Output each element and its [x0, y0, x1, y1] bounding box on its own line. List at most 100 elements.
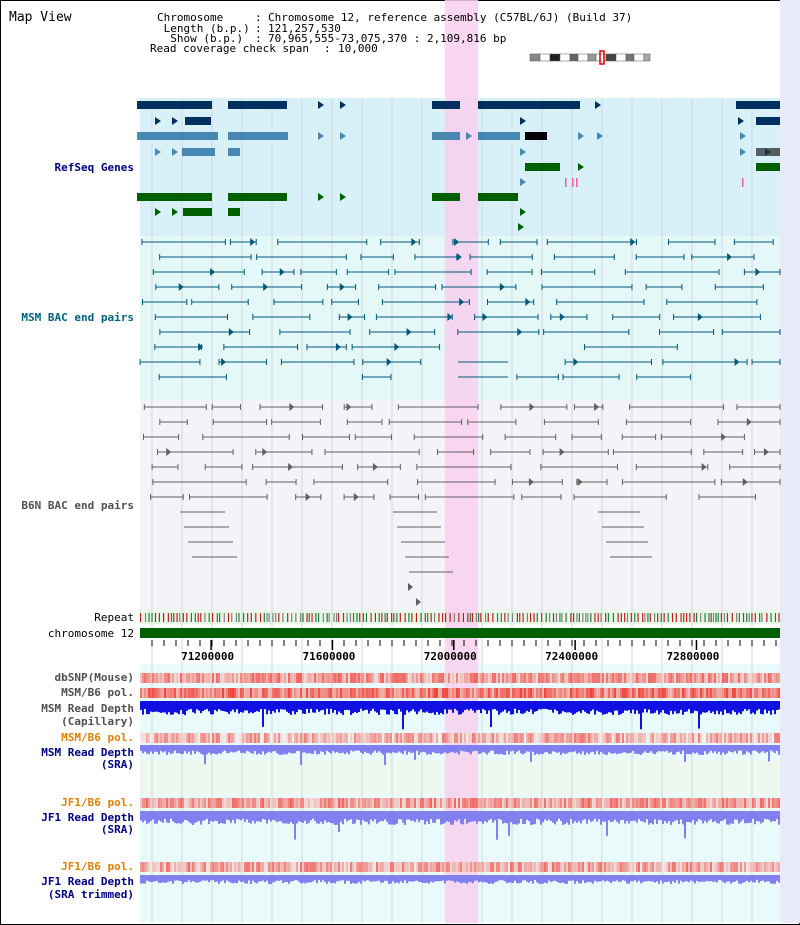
jf1-b6-pol-2-heat: [258, 862, 260, 872]
msm-b6-pol-heat: [586, 688, 588, 698]
jf1-depth-trim: [148, 875, 150, 882]
msm-depth-capillary: [710, 701, 712, 713]
jf1-b6-pol-heat: [450, 798, 452, 808]
msm-b6-pol-2-heat: [158, 733, 160, 743]
jf1-depth-sra: [506, 811, 508, 824]
msm-depth-sra: [468, 745, 470, 753]
msm-b6-pol-heat: [192, 688, 194, 698]
dbsnp-heat: [288, 673, 290, 683]
jf1-depth-sra: [686, 811, 688, 822]
jf1-b6-pol-heat: [494, 798, 496, 808]
jf1-b6-pol-heat: [420, 798, 422, 808]
msm-b6-pol-2-heat: [332, 733, 334, 743]
jf1-b6-pol-2-heat: [372, 862, 374, 872]
track-label-msm-depth-sra-1[interactable]: MSM Read Depth: [41, 746, 134, 759]
jf1-b6-pol-heat: [458, 798, 460, 808]
msm-depth-sra: [378, 745, 380, 752]
jf1-b6-pol-heat: [518, 798, 520, 808]
jf1-b6-pol-2-heat: [188, 862, 190, 872]
msm-b6-pol-2-heat: [628, 733, 630, 743]
msm-b6-pol-2-heat: [166, 733, 168, 743]
track-label-jf1-b6-pol-2[interactable]: JF1/B6 pol.: [61, 860, 134, 873]
msm-b6-pol-2-heat: [516, 733, 518, 743]
dbsnp-heat: [774, 673, 776, 683]
dbsnp-heat: [700, 673, 702, 683]
msm-depth-sra: [270, 745, 272, 753]
refseq-gene-arrow: [518, 223, 524, 231]
refseq-gene: [228, 208, 240, 216]
jf1-depth-trim: [572, 875, 574, 881]
jf1-depth-trim: [250, 875, 252, 884]
jf1-depth-trim: [460, 875, 462, 884]
track-label-dbsnp[interactable]: dbSNP(Mouse): [54, 671, 134, 684]
track-label-msm-b6-pol-2[interactable]: MSM/B6 pol.: [61, 731, 134, 744]
jf1-depth-sra: [568, 811, 570, 825]
refseq-gene: [183, 208, 212, 216]
track-label-b6n-bac[interactable]: B6N BAC end pairs: [21, 499, 134, 512]
msm-b6-pol-heat: [164, 688, 166, 698]
jf1-b6-pol-2-heat: [624, 862, 626, 872]
msm-b6-pol-2-heat: [636, 733, 638, 743]
jf1-depth-trim: [498, 875, 500, 881]
msm-depth-sra: [322, 745, 324, 752]
jf1-depth-sra: [586, 811, 588, 824]
jf1-b6-pol-2-heat: [524, 862, 526, 872]
jf1-b6-pol-2-heat: [248, 862, 250, 872]
repeat-mark: [624, 613, 626, 622]
msm-depth-sra: [586, 745, 588, 753]
msm-depth-capillary: [722, 701, 724, 715]
msm-depth-sra: [234, 745, 236, 753]
dbsnp-heat: [400, 673, 402, 683]
msm-b6-pol-2-heat: [498, 733, 500, 743]
jf1-depth-sra: [622, 811, 624, 820]
msm-b6-pol-2-heat: [700, 733, 702, 743]
dbsnp-heat: [690, 673, 692, 683]
jf1-depth-trim: [178, 875, 180, 881]
jf1-depth-trim: [702, 875, 704, 882]
jf1-b6-pol-2-heat: [668, 862, 670, 872]
jf1-b6-pol-2-heat: [646, 862, 648, 872]
jf1-b6-pol-2-heat: [444, 862, 446, 872]
refseq-marker: [572, 178, 574, 187]
msm-depth-sra: [504, 745, 506, 755]
msm-depth-capillary: [508, 701, 510, 712]
track-label-msm-depth-cap-1[interactable]: MSM Read Depth: [41, 702, 134, 715]
jf1-b6-pol-heat: [140, 798, 142, 808]
dbsnp-heat: [650, 673, 652, 683]
track-label-jf1-b6-pol-1[interactable]: JF1/B6 pol.: [61, 796, 134, 809]
jf1-b6-pol-heat: [584, 798, 586, 808]
info-length-key: Length (b.p.): [157, 22, 250, 35]
msm-b6-pol-2-heat: [204, 733, 206, 743]
msm-depth-capillary: [222, 701, 224, 711]
jf1-depth-sra: [324, 811, 326, 821]
msm-depth-capillary: [584, 701, 586, 712]
msm-b6-pol-2-heat: [146, 733, 148, 743]
refseq-gene: [432, 193, 460, 201]
jf1-depth-trim: [574, 875, 576, 884]
msm-b6-pol-heat: [768, 688, 770, 698]
dbsnp-heat: [424, 673, 426, 683]
dbsnp-heat: [614, 673, 616, 683]
jf1-depth-sra: [152, 811, 154, 820]
track-label-jf1-depth-trim-1[interactable]: JF1 Read Depth: [41, 875, 134, 888]
msm-depth-capillary: [156, 701, 158, 712]
track-label-msm-b6-pol-1[interactable]: MSM/B6 pol.: [61, 686, 134, 699]
jf1-depth-trim: [532, 875, 534, 884]
ideogram-band: [569, 53, 579, 62]
track-label-jf1-depth-sra-1[interactable]: JF1 Read Depth: [41, 811, 134, 824]
track-label-msm-bac[interactable]: MSM BAC end pairs: [21, 311, 134, 324]
refseq-gene: [478, 101, 580, 109]
track-label-refseq[interactable]: RefSeq Genes: [54, 161, 134, 174]
msm-b6-pol-heat: [704, 688, 706, 698]
jf1-depth-trim: [602, 875, 604, 881]
msm-depth-capillary: [490, 701, 492, 728]
msm-b6-pol-heat: [576, 688, 578, 698]
msm-depth-sra: [186, 745, 188, 754]
msm-depth-sra: [470, 745, 472, 755]
msm-depth-sra: [742, 745, 744, 755]
jf1-depth-trim: [256, 875, 258, 884]
msm-depth-capillary: [568, 701, 570, 713]
jf1-depth-sra: [240, 811, 242, 821]
jf1-b6-pol-heat: [216, 798, 218, 808]
jf1-b6-pol-2-heat: [638, 862, 640, 872]
